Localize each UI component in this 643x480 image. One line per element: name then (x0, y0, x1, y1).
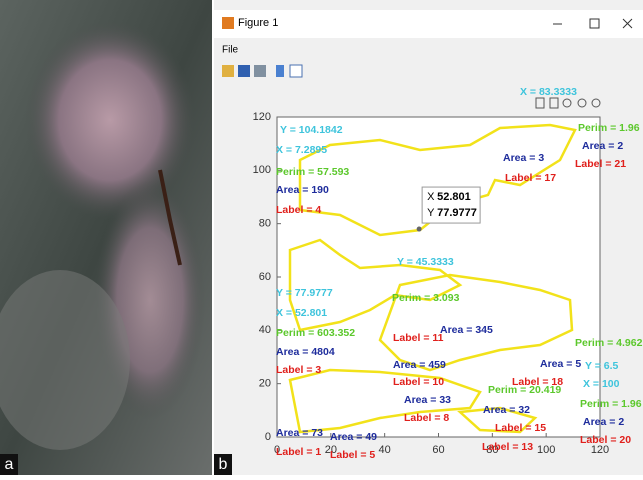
annotation: X = 7.2895 (276, 144, 327, 156)
annotation: Label = 21 (575, 158, 626, 170)
annotation: Area = 2 (582, 140, 623, 152)
annotation: Y = 104.1842 (280, 124, 343, 136)
y-tick-label: 40 (259, 324, 271, 336)
annotation: Perim = 1.96 (580, 398, 642, 410)
annotation: Label = 8 (404, 412, 449, 424)
annotation: Area = 3 (503, 152, 544, 164)
annotation: Area = 73 (276, 427, 323, 439)
y-tick-label: 20 (259, 378, 271, 390)
window-icon (222, 17, 234, 29)
datatip-point (417, 227, 422, 232)
annotation: Perim = 4.962 (575, 337, 643, 349)
figure: a Figure 1 File b 0204060801001200204060… (0, 0, 643, 475)
photo (0, 0, 212, 475)
annotation: Area = 49 (330, 431, 377, 443)
annotation: Area = 190 (276, 184, 329, 196)
toolbar (222, 65, 302, 77)
y-tick-label: 100 (253, 164, 271, 176)
annotation: Area = 33 (404, 394, 451, 406)
annotation: Label = 17 (505, 172, 556, 184)
annotation: Label = 5 (330, 449, 375, 461)
annotation: Perim = 3.093 (392, 292, 460, 304)
panel-label: b (219, 456, 228, 473)
annotation: Area = 4804 (276, 346, 335, 358)
y-tick-label: 80 (259, 218, 271, 230)
annotation: Label = 10 (393, 376, 444, 388)
menu-item[interactable]: File (222, 45, 239, 56)
annotation: Label = 4 (276, 204, 321, 216)
annotation: Perim = 1.96 (578, 122, 640, 134)
annotation: X = 52.801 (276, 307, 327, 319)
annotation: Label = 11 (393, 332, 444, 344)
annotation: X = 100 (583, 378, 620, 390)
annotation: Y = 6.5 (585, 360, 619, 372)
print-button[interactable] (254, 65, 266, 77)
annotation: Label = 1 (276, 446, 321, 458)
annotation: Perim = 57.593 (276, 166, 349, 178)
annotation: X = 83.3333 (520, 86, 577, 98)
panel-label: a (5, 456, 14, 473)
annotation: Perim = 20.419 (488, 384, 561, 396)
legend-button[interactable] (290, 65, 302, 77)
x-tick-label: 100 (537, 444, 555, 456)
annotation: Area = 32 (483, 404, 530, 416)
datatip-y: 77.9777 (437, 207, 477, 219)
annotation: Area = 5 (540, 358, 581, 370)
x-tick-label: 40 (379, 444, 391, 456)
annotation: Label = 13 (482, 441, 533, 453)
window-title: Figure 1 (238, 17, 278, 29)
annotation: Perim = 603.352 (276, 327, 355, 339)
annotation: Area = 2 (583, 416, 624, 428)
annotation: Area = 459 (393, 359, 446, 371)
save-button[interactable] (238, 65, 250, 77)
annotation: Label = 3 (276, 364, 321, 376)
annotation: Label = 20 (580, 434, 631, 446)
annotation: Label = 15 (495, 422, 546, 434)
x-tick-label: 60 (432, 444, 444, 456)
datatip-x-label: X (427, 191, 435, 203)
y-tick-label: 120 (253, 111, 271, 123)
datatip-y-label: Y (427, 207, 435, 219)
annotation: Area = 345 (440, 324, 493, 336)
annotation: Y = 45.3333 (397, 256, 454, 268)
datatip-x: 52.801 (437, 191, 471, 203)
annotation: Y = 77.9777 (276, 287, 333, 299)
y-tick-label: 60 (259, 271, 271, 283)
open-button[interactable] (222, 65, 234, 77)
y-tick-label: 0 (265, 431, 271, 443)
colorbar-button[interactable] (276, 65, 284, 77)
